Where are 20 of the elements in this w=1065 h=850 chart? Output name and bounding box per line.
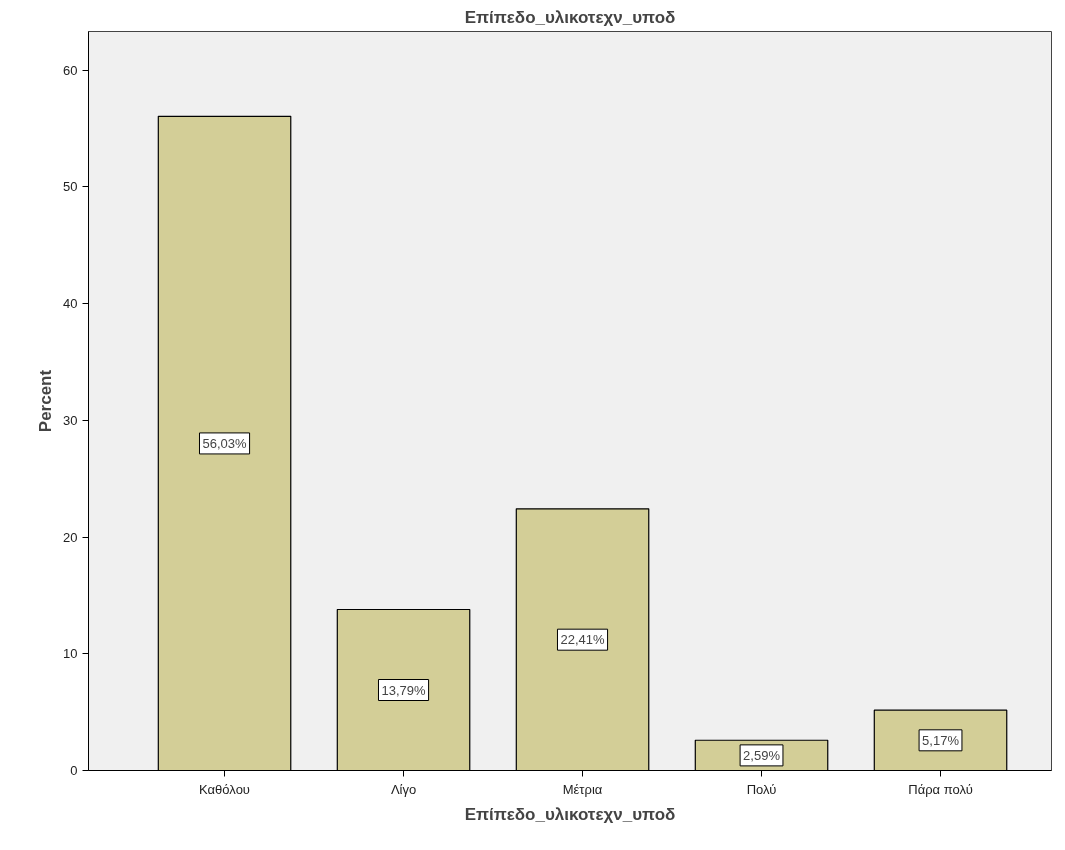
data-label: 13,79% <box>381 682 427 698</box>
y-axis-title: Percent <box>36 369 56 433</box>
x-tick-label: Μέτρια <box>562 781 603 797</box>
data-label: 56,03% <box>202 435 248 451</box>
y-tick-label: 0 <box>70 763 78 778</box>
y-tick-label: 50 <box>63 179 78 195</box>
x-tick-label: Πολύ <box>746 781 777 797</box>
y-tick-label: 20 <box>63 529 78 545</box>
x-tick-label: Καθόλου <box>199 781 250 797</box>
x-axis-title: Επίπεδο_υλικοτεχν_υποδ <box>464 804 676 824</box>
data-label: 5,17% <box>922 732 960 748</box>
x-tick-label: Πάρα πολύ <box>908 781 973 797</box>
data-label: 22,41% <box>560 632 606 648</box>
y-tick-label: 60 <box>63 62 78 78</box>
x-tick-label: Λίγο <box>390 781 417 797</box>
chart-title: Επίπεδο_υλικοτεχν_υποδ <box>464 7 676 27</box>
y-tick-label: 30 <box>63 412 78 428</box>
data-label: 2,59% <box>743 747 781 763</box>
y-tick-label: 10 <box>63 646 78 662</box>
y-tick-label: 40 <box>63 296 78 312</box>
